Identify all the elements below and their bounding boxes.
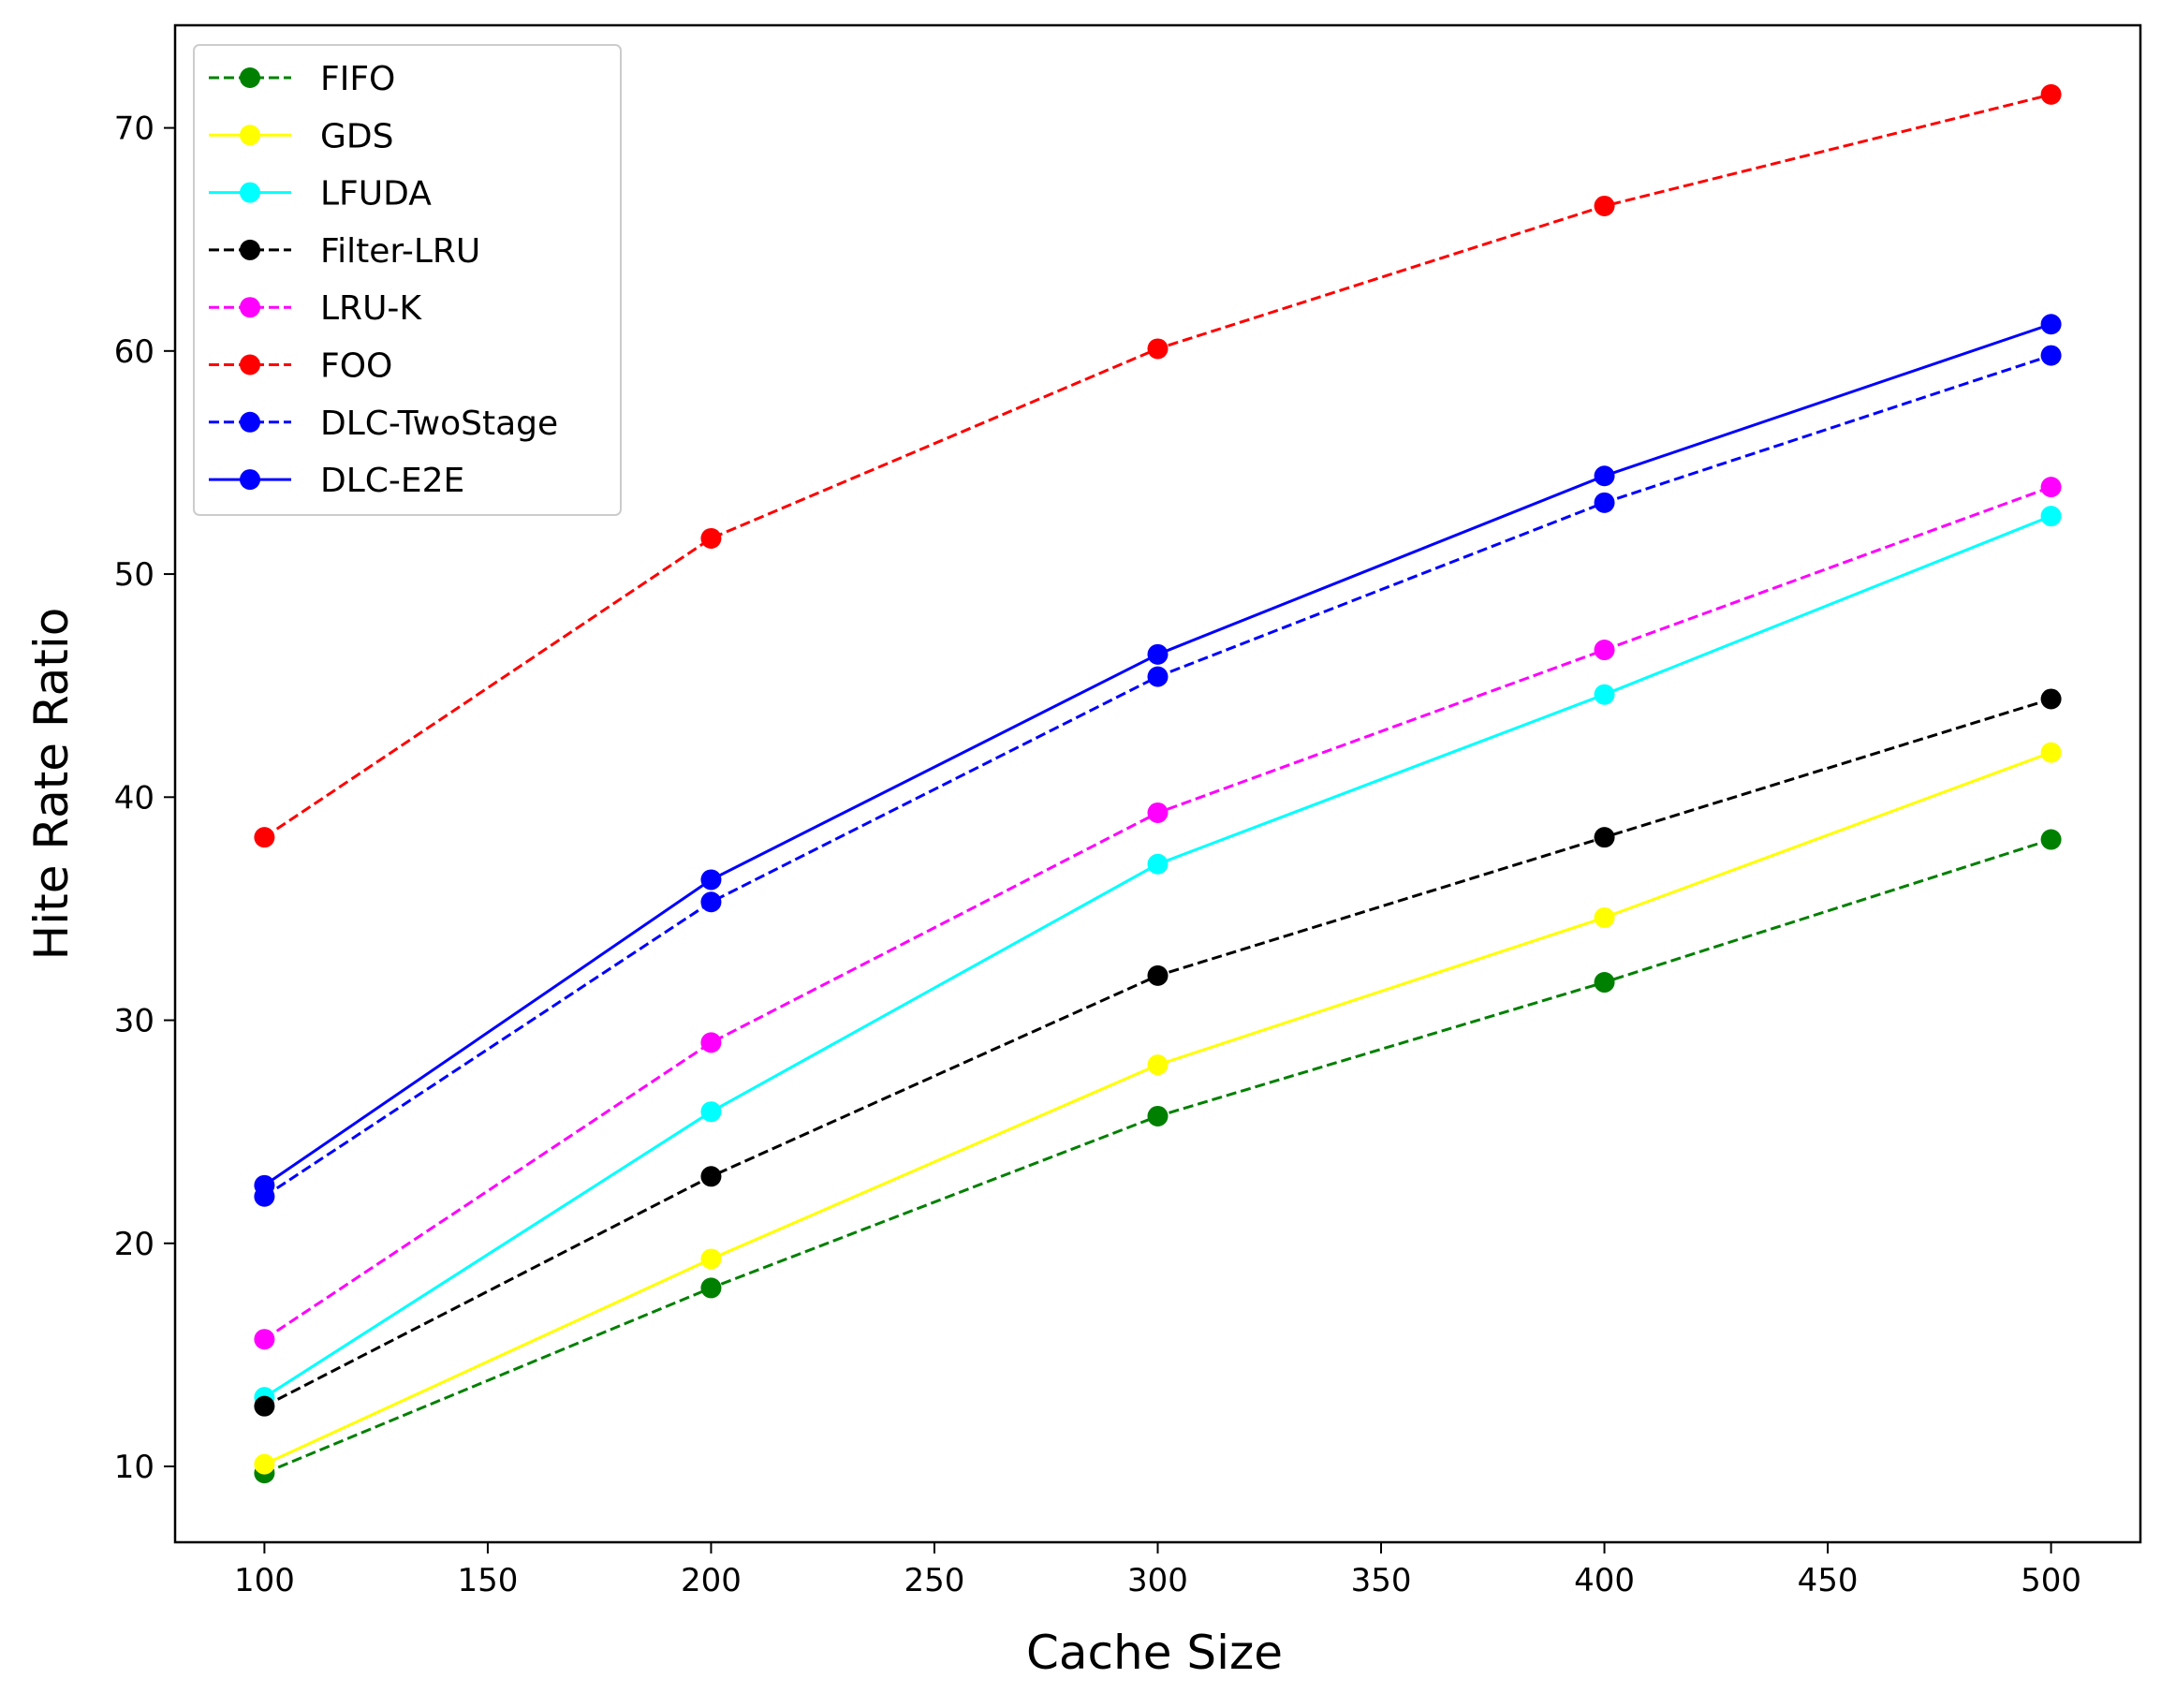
data-point-7-1 [700, 869, 722, 891]
data-point-1-2 [1147, 1054, 1169, 1076]
data-point-7-2 [1147, 643, 1169, 665]
legend-label-5: FOO [320, 347, 392, 386]
x-tick-label-4: 300 [1127, 1562, 1188, 1599]
x-tick-label-8: 500 [2021, 1562, 2081, 1599]
data-point-5-2 [1147, 338, 1169, 360]
y-tick-label-1: 20 [114, 1226, 154, 1263]
data-point-5-1 [700, 527, 722, 549]
data-point-6-2 [1147, 666, 1169, 687]
data-point-2-2 [1147, 853, 1169, 875]
data-point-0-3 [1594, 972, 1615, 994]
data-point-1-0 [254, 1453, 275, 1475]
legend-marker-5 [240, 354, 260, 375]
data-point-3-0 [254, 1395, 275, 1417]
data-point-7-0 [254, 1174, 275, 1196]
legend-label-0: FIFO [320, 60, 395, 98]
data-point-4-3 [1594, 640, 1615, 661]
data-point-6-3 [1594, 492, 1615, 513]
data-point-6-4 [2040, 345, 2062, 366]
data-point-7-4 [2040, 314, 2062, 335]
x-tick-label-1: 150 [457, 1562, 518, 1599]
x-axis-label: Cache Size [1026, 1626, 1283, 1680]
data-point-4-2 [1147, 802, 1169, 823]
series-line-0 [263, 838, 2052, 1475]
data-point-1-1 [700, 1248, 722, 1270]
x-tick-label-7: 450 [1798, 1562, 1859, 1599]
plot-area: 100 150 200 250 300 350 400 450 500 10 20 30 40 50 60 7… [114, 23, 2142, 1599]
x-tick-label-0: 100 [234, 1562, 295, 1599]
legend-label-2: LFUDA [320, 175, 432, 214]
data-point-4-4 [2040, 477, 2062, 498]
y-tick-label-2: 30 [114, 1003, 154, 1040]
x-tick-label-2: 200 [681, 1562, 742, 1599]
legend-marker-0 [240, 67, 260, 88]
legend-marker-7 [240, 469, 260, 491]
data-point-4-1 [700, 1032, 722, 1053]
x-tick-label-3: 250 [904, 1562, 965, 1599]
data-point-6-1 [700, 891, 722, 913]
data-point-5-3 [1594, 195, 1615, 216]
x-tick-label-6: 400 [1574, 1562, 1635, 1599]
data-point-4-0 [254, 1329, 275, 1350]
y-tick-label-5: 60 [114, 333, 154, 371]
y-axis-label: Hite Rate Ratio [24, 608, 79, 961]
legend-marker-6 [240, 411, 260, 433]
data-point-1-4 [2040, 742, 2062, 763]
y-tick-label-6: 70 [114, 110, 154, 148]
data-point-2-4 [2040, 506, 2062, 527]
data-point-3-4 [2040, 688, 2062, 710]
data-point-5-4 [2040, 83, 2062, 105]
data-point-3-1 [700, 1166, 722, 1187]
y-tick-label-3: 40 [114, 779, 154, 817]
legend-marker-1 [240, 125, 260, 146]
legend-label-3: Filter-LRU [320, 232, 480, 271]
data-point-0-2 [1147, 1105, 1169, 1126]
data-point-3-2 [1147, 964, 1169, 986]
legend-box [193, 44, 622, 516]
legend-marker-4 [240, 297, 260, 318]
legend-label-1: GDS [320, 117, 393, 155]
y-tick-label-4: 50 [114, 556, 154, 594]
legend-label-4: LRU-K [320, 289, 422, 328]
legend-marker-2 [240, 182, 260, 203]
data-point-7-3 [1594, 465, 1615, 487]
data-point-5-0 [254, 827, 275, 848]
data-point-0-1 [700, 1277, 722, 1299]
data-point-3-3 [1594, 827, 1615, 848]
data-point-1-3 [1594, 906, 1615, 928]
data-point-0-4 [2040, 829, 2062, 850]
legend-label-7: DLC-E2E [320, 462, 464, 500]
series-line-4 [263, 485, 2052, 1341]
data-point-2-3 [1594, 684, 1615, 705]
data-point-2-1 [700, 1101, 722, 1123]
x-tick-label-5: 350 [1351, 1562, 1412, 1599]
legend-label-6: DLC-TwoStage [320, 405, 558, 443]
legend-marker-3 [240, 239, 260, 260]
y-tick-label-0: 10 [114, 1449, 154, 1486]
